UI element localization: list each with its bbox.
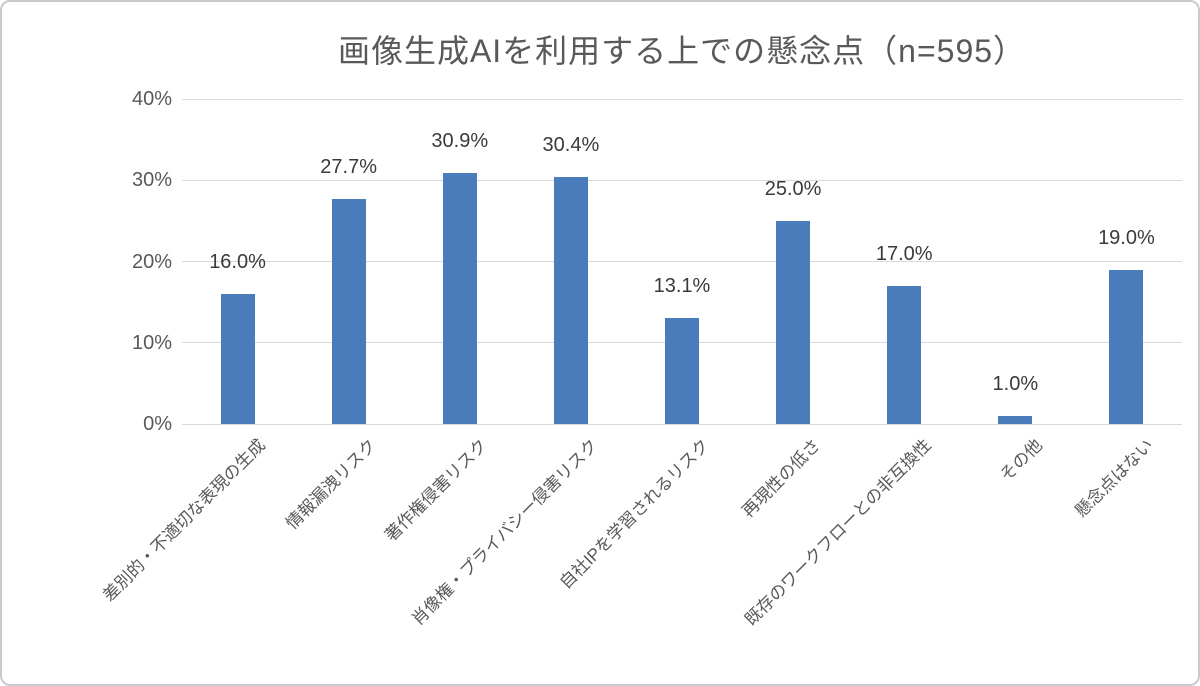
bar-value-label: 30.4%: [542, 134, 600, 156]
y-tick-label: 30%: [131, 169, 172, 192]
gridline: [182, 423, 1182, 425]
category-label: 懸念点はない: [1071, 435, 1158, 522]
y-tick-label: 0%: [143, 413, 172, 435]
x-axis-labels: 差別的・不適切な表現の生成 情報漏洩リスク 著作権侵害リスク 肖像権・プライバシー侵害…: [99, 432, 1182, 682]
plot-area: 16.0% 27.7% 30.9% 30.4% 13.1% 25.0% 17.0% 1.0% 1…: [182, 98, 1182, 425]
category-label: その他: [996, 435, 1047, 486]
y-axis: 0% 10% 20% 30% 40%: [42, 88, 172, 435]
gridline: [182, 98, 1182, 100]
category-label: 肖像権・プライバシー侵害リスク: [408, 435, 602, 630]
bar: [998, 415, 1033, 424]
bar-value-label: 30.9%: [431, 129, 489, 152]
category-label: 情報漏洩リスク: [282, 435, 380, 534]
bar: [331, 198, 366, 424]
gridline: [182, 179, 1182, 181]
bar: [664, 317, 699, 424]
category-label: 既存のワークフローとの非互換性: [741, 435, 936, 630]
bar: [220, 294, 255, 424]
bar-value-label: 19.0%: [1098, 226, 1155, 249]
bar-column: 16.0%: [182, 99, 293, 424]
y-tick-label: 20%: [131, 250, 172, 273]
bar-column: 27.7%: [293, 99, 404, 424]
bar-column: 30.9%: [404, 99, 515, 424]
bar-value-label: 16.0%: [209, 251, 266, 273]
bar-column: 1.0%: [960, 99, 1071, 424]
bars-layer: 16.0% 27.7% 30.9% 30.4% 13.1% 25.0% 17.0% 1.0% 1…: [182, 99, 1182, 424]
bar-value-label: 17.0%: [875, 242, 933, 265]
bar: [776, 220, 811, 424]
bar-value-label: 1.0%: [992, 372, 1039, 395]
bar-value-label: 25.0%: [764, 177, 822, 200]
category-label: 著作権侵害リスク: [381, 435, 491, 546]
bar-column: 19.0%: [1071, 99, 1182, 424]
category-label: 差別的・不適切な表現の生成: [98, 435, 269, 606]
bar-value-label: 27.7%: [320, 155, 378, 178]
bar: [442, 172, 477, 424]
bar-value-label: 13.1%: [653, 274, 711, 297]
bar-column: 17.0%: [849, 99, 960, 424]
chart-title: 画像生成AIを利用する上での懸念点（n=595）: [337, 33, 1027, 69]
gridline: [182, 261, 1182, 262]
bar: [553, 177, 588, 424]
bar-column: 25.0%: [738, 99, 849, 424]
category-label: 再現性の低さ: [738, 435, 825, 522]
bar-column: 13.1%: [626, 99, 737, 424]
y-tick-label: 40%: [131, 88, 172, 110]
y-tick-label: 10%: [131, 331, 172, 354]
bar: [887, 285, 922, 424]
bar: [1109, 269, 1144, 424]
bar-column: 30.4%: [515, 99, 626, 424]
